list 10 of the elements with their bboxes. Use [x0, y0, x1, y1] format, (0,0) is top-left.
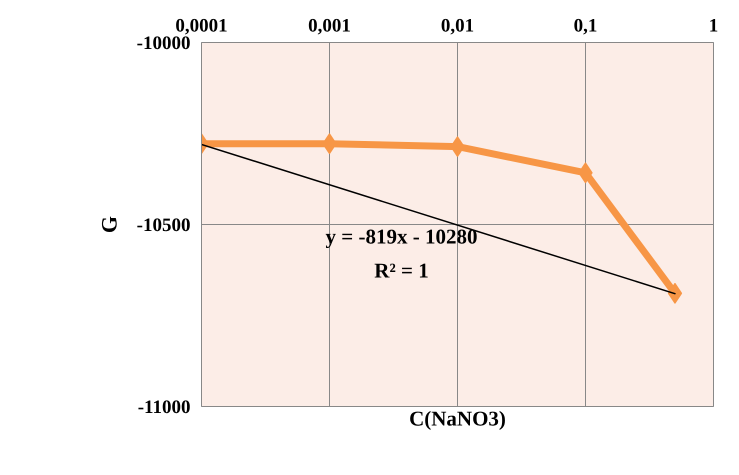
y-tick-label: -10500	[136, 215, 190, 236]
x-axis-title: C(NaNO3)	[409, 406, 506, 430]
x-tick-label: 1	[708, 16, 718, 36]
y-axis-title: G	[96, 216, 122, 234]
y-tick-label: -11000	[138, 397, 190, 418]
annotation: R² = 1	[374, 258, 429, 282]
x-tick-label: 0,001	[308, 16, 351, 36]
x-tick-label: 0,01	[440, 16, 474, 36]
x-tick-label: 0,1	[574, 16, 598, 36]
annotation: y = -819x - 10280	[326, 224, 478, 248]
